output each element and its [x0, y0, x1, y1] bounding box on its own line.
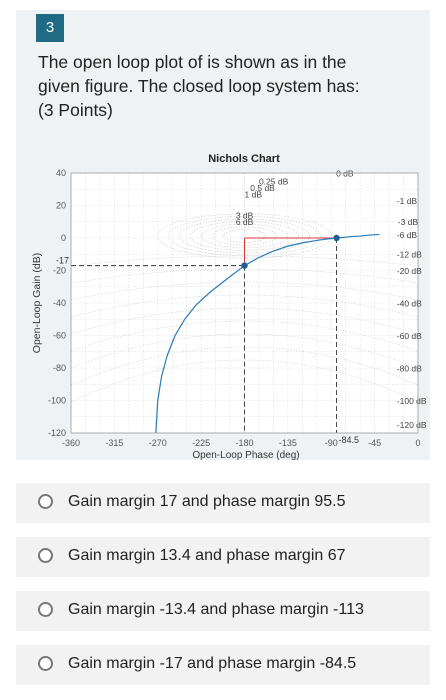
- x-tick-label: -45: [368, 438, 381, 448]
- question-points: (3 Points): [38, 100, 113, 120]
- gain-margin-value-label: -17: [56, 256, 69, 266]
- m-circle-label: 3 dB: [236, 211, 254, 221]
- m-contour: [70, 255, 419, 267]
- answer-option-label: Gain margin 13.4 and phase margin 67: [68, 547, 346, 564]
- chart-title: Nichols Chart: [208, 153, 280, 165]
- m-circle-label: 0.5 dB: [250, 183, 275, 193]
- m-circle: [212, 226, 277, 246]
- y-tick-label: -120: [48, 428, 66, 438]
- y-tick-label: -40: [53, 298, 66, 308]
- radio-button-icon[interactable]: [38, 548, 53, 563]
- m-circle-label: 1 dB: [245, 189, 263, 199]
- answer-option-label: Gain margin 17 and phase margin 95.5: [68, 493, 346, 510]
- plot-frame: [70, 172, 419, 434]
- m-circle: [201, 223, 288, 249]
- x-tick-label: 0: [415, 438, 420, 448]
- x-tick-label: -315: [105, 438, 123, 448]
- m-circle-label: 6 dB: [236, 217, 254, 227]
- answer-option-1[interactable]: Gain margin 17 and phase margin 95.5: [16, 483, 430, 523]
- open-loop-series-line: [155, 233, 380, 434]
- y-axis-label: Open-Loop Gain (dB): [31, 253, 43, 353]
- m-circle-label: 0.25 dB: [259, 176, 289, 186]
- nichols-chart-svg: -17-84.5 0.25 dB0.5 dB1 dB3 dB6 dB0 dB-1…: [16, 140, 430, 461]
- x-tick-label: -360: [62, 438, 80, 448]
- answer-option-label: Gain margin -17 and phase margin -84.5: [68, 655, 357, 672]
- answer-option-4[interactable]: Gain margin -17 and phase margin -84.5: [16, 645, 430, 685]
- answer-option-3[interactable]: Gain margin -13.4 and phase margin -113: [16, 591, 430, 631]
- radio-button-icon[interactable]: [38, 602, 53, 617]
- answer-option-2[interactable]: Gain margin 13.4 and phase margin 67: [16, 537, 430, 577]
- tick-labels: -360 -315 -270 -225 -180 -135 -90 -45 040200-20-…: [48, 168, 421, 448]
- nichols-chart: -17 -84.5 0.25 dB 0.5 dB 1 dB 3 dB 6 dB 0 dB -1…: [16, 140, 430, 461]
- m-circle-label: -120 dB: [397, 420, 427, 430]
- m-circle-label: -1 dB: [397, 196, 418, 206]
- x-tick-label: -225: [192, 438, 210, 448]
- y-tick-label: -60: [53, 331, 66, 341]
- radio-button-icon[interactable]: [38, 656, 53, 671]
- m-circle-label: -80 dB: [397, 363, 422, 373]
- y-tick-label: -20: [53, 266, 66, 276]
- answer-option-label: Gain margin -13.4 and phase margin -113: [68, 601, 364, 618]
- series-layer: [155, 233, 380, 434]
- reference-lines: -17 -84.5: [56, 237, 360, 445]
- radio-button-icon[interactable]: [38, 494, 53, 509]
- margin-marker-point: [333, 234, 340, 242]
- m-circle-label: -40 dB: [397, 298, 422, 308]
- m-contour: [70, 346, 419, 386]
- y-tick-label: 40: [56, 168, 66, 178]
- m-circle-label: -100 dB: [397, 396, 427, 406]
- y-tick-label: 20: [56, 201, 66, 211]
- m-circle-label: -3 dB: [398, 217, 419, 227]
- x-tick-label: -135: [279, 438, 297, 448]
- x-tick-label: -90: [325, 438, 338, 448]
- question-text: The open loop plot of is shown as in the…: [38, 50, 418, 122]
- m-circle: [223, 229, 266, 243]
- m-circle-label: -6 dB: [397, 230, 418, 240]
- m-circle-label: -12 dB: [397, 250, 422, 260]
- y-tick-label: 0: [61, 233, 66, 243]
- question-number-badge: 3: [36, 14, 64, 42]
- question-text-line-2: given figure. The closed loop system has…: [38, 76, 360, 96]
- x-tick-label: -180: [235, 438, 253, 448]
- question-card: 3 The open loop plot of is shown as in t…: [16, 10, 430, 461]
- x-tick-label: -270: [149, 438, 167, 448]
- margin-marker-point: [241, 262, 248, 269]
- y-tick-label: -80: [53, 363, 66, 373]
- phase-margin-value-label: -84.5: [339, 435, 360, 445]
- m-circle-label: -60 dB: [397, 331, 422, 341]
- m-contour: [70, 320, 419, 352]
- m-contour: [70, 294, 419, 318]
- y-tick-label: -100: [48, 396, 66, 406]
- m-circle-label: -20 dB: [397, 266, 422, 276]
- x-axis-label: Open-Loop Phase (deg): [192, 450, 299, 460]
- grid: [70, 172, 419, 434]
- question-text-line-1: The open loop plot of is shown as in the: [38, 52, 347, 72]
